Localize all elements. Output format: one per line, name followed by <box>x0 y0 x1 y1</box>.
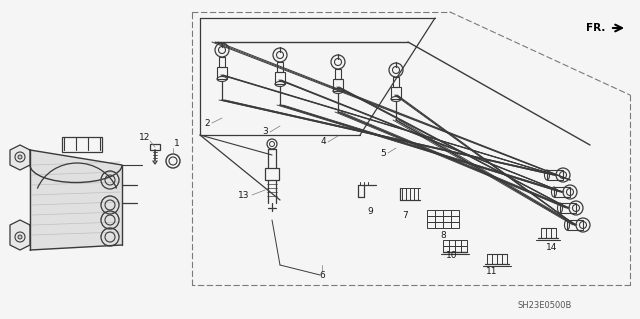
Text: FR.: FR. <box>586 23 605 33</box>
Bar <box>451 222 459 228</box>
Bar <box>335 69 341 79</box>
Text: 6: 6 <box>319 271 325 279</box>
Bar <box>427 216 435 222</box>
Bar <box>451 216 459 222</box>
Text: SH23E0500B: SH23E0500B <box>518 300 572 309</box>
Bar <box>554 187 570 197</box>
Polygon shape <box>10 220 30 250</box>
Bar <box>461 240 467 246</box>
Bar <box>219 57 225 67</box>
Circle shape <box>18 155 22 159</box>
Text: 10: 10 <box>446 250 458 259</box>
Bar <box>275 72 285 84</box>
Bar <box>427 222 435 228</box>
Bar <box>567 220 583 230</box>
Bar <box>333 79 343 91</box>
Bar <box>435 210 443 216</box>
Bar <box>150 144 160 150</box>
Bar <box>277 62 283 72</box>
Text: 2: 2 <box>204 118 210 128</box>
Bar <box>443 222 451 228</box>
Bar <box>443 210 451 216</box>
Bar <box>435 222 443 228</box>
Bar <box>547 170 563 180</box>
Circle shape <box>18 235 22 239</box>
Bar <box>451 210 459 216</box>
Bar <box>435 216 443 222</box>
Bar <box>427 210 435 216</box>
Bar <box>443 246 449 252</box>
Bar <box>443 240 449 246</box>
Text: 8: 8 <box>440 231 446 240</box>
Bar <box>455 240 461 246</box>
Bar <box>560 203 576 213</box>
Bar <box>461 246 467 252</box>
Text: 4: 4 <box>321 137 326 146</box>
Text: 11: 11 <box>486 268 498 277</box>
Bar <box>391 87 401 99</box>
Text: 5: 5 <box>380 149 386 158</box>
Text: 1: 1 <box>174 138 180 147</box>
Bar <box>449 246 455 252</box>
Text: 13: 13 <box>237 190 249 199</box>
Bar <box>455 246 461 252</box>
Bar <box>443 216 451 222</box>
Bar <box>217 67 227 79</box>
Text: 7: 7 <box>402 211 408 219</box>
Text: 3: 3 <box>262 128 268 137</box>
Bar <box>393 77 399 87</box>
Text: 9: 9 <box>367 207 373 217</box>
Text: 12: 12 <box>140 133 150 143</box>
Bar <box>62 137 102 152</box>
Bar <box>265 168 279 180</box>
Text: 14: 14 <box>547 243 557 253</box>
Bar <box>449 240 455 246</box>
Polygon shape <box>10 145 30 170</box>
Polygon shape <box>30 150 122 250</box>
